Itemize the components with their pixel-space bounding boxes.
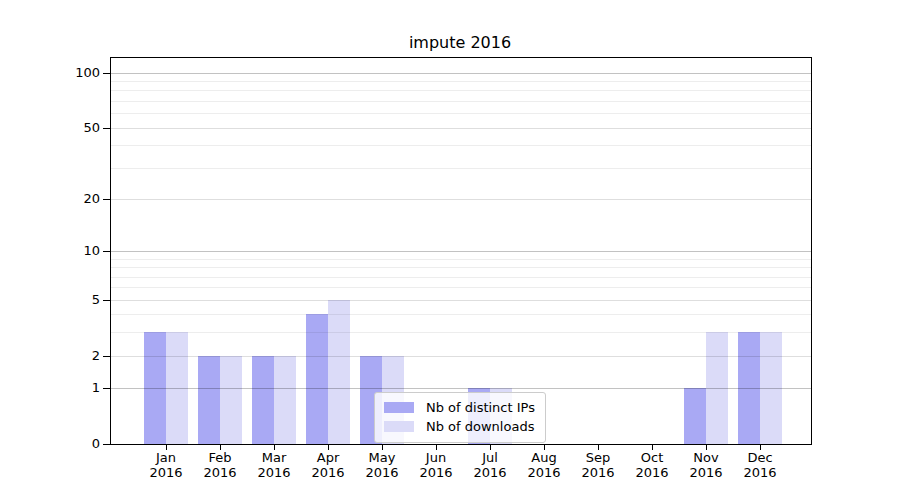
bar-distinct-ips (144, 332, 166, 444)
gridline (111, 81, 811, 82)
bar-downloads (760, 332, 782, 444)
gridline (111, 314, 811, 315)
y-axis-tick-label: 20 (40, 191, 100, 207)
gridline (111, 300, 811, 301)
y-tick-mark (103, 300, 110, 301)
bar-downloads (706, 332, 728, 444)
gridline (111, 168, 811, 169)
bar-downloads (274, 356, 296, 444)
gridline (111, 199, 811, 200)
gridline (111, 90, 811, 91)
y-axis-tick-label: 0 (40, 436, 100, 452)
legend-row: Nb of distinct IPs (384, 398, 535, 417)
y-tick-mark (103, 251, 110, 252)
month-label: Dec (728, 450, 792, 465)
y-tick-mark (103, 388, 110, 389)
gridline (111, 267, 811, 268)
chart-title: impute 2016 (110, 33, 810, 52)
bar-distinct-ips (684, 388, 706, 444)
bar-downloads (328, 300, 350, 444)
bar-distinct-ips (738, 332, 760, 444)
gridline (111, 287, 811, 288)
x-axis-tick-label: Dec2016 (728, 450, 792, 480)
bar-distinct-ips (198, 356, 220, 444)
gridline (111, 259, 811, 260)
gridline (111, 277, 811, 278)
y-axis-tick-label: 1 (40, 380, 100, 396)
gridline (111, 128, 811, 129)
y-tick-mark (103, 128, 110, 129)
gridline (111, 101, 811, 102)
plot-area (110, 57, 812, 445)
y-axis-tick-label: 5 (40, 292, 100, 308)
bar-distinct-ips (306, 314, 328, 444)
year-label: 2016 (728, 465, 792, 480)
y-tick-mark (103, 73, 110, 74)
y-tick-mark (103, 444, 110, 445)
y-axis-tick-label: 50 (40, 120, 100, 136)
bar-downloads (220, 356, 242, 444)
legend-label: Nb of distinct IPs (426, 400, 535, 415)
legend-swatch (384, 402, 414, 413)
y-axis-tick-label: 100 (40, 65, 100, 81)
legend-swatch (384, 421, 414, 432)
y-tick-mark (103, 199, 110, 200)
y-axis-tick-label: 10 (40, 243, 100, 259)
gridline (111, 145, 811, 146)
legend-label: Nb of downloads (426, 419, 534, 434)
bar-distinct-ips (252, 356, 274, 444)
y-tick-mark (103, 356, 110, 357)
bar-downloads (166, 332, 188, 444)
gridline (111, 73, 811, 74)
legend: Nb of distinct IPs Nb of downloads (374, 392, 546, 443)
gridline (111, 113, 811, 114)
gridline (111, 251, 811, 252)
legend-row: Nb of downloads (384, 417, 535, 436)
y-axis-tick-label: 2 (40, 348, 100, 364)
download-stats-chart: impute 2016 0125102050100Jan2016Feb2016M… (0, 0, 900, 500)
